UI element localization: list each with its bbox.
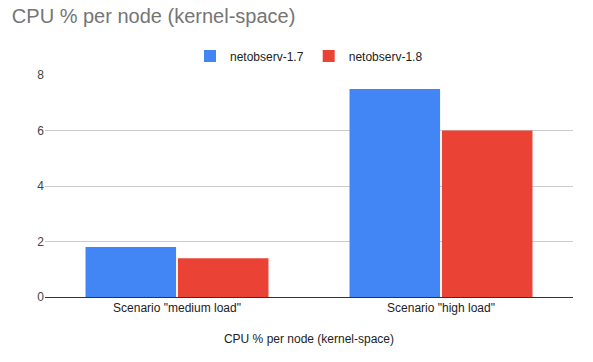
svg-text:4: 4 <box>37 179 44 193</box>
svg-text:Scenario "medium load": Scenario "medium load" <box>113 301 241 315</box>
svg-text:Scenario "high load": Scenario "high load" <box>387 301 495 315</box>
svg-text:netobserv-1.7: netobserv-1.7 <box>230 50 304 64</box>
svg-text:netobserv-1.8: netobserv-1.8 <box>349 50 423 64</box>
svg-text:CPU % per node (kernel-space): CPU % per node (kernel-space) <box>12 5 295 27</box>
svg-text:2: 2 <box>37 235 44 249</box>
svg-text:0: 0 <box>37 290 44 304</box>
svg-text:CPU % per node (kernel-space): CPU % per node (kernel-space) <box>224 332 394 346</box>
svg-text:6: 6 <box>37 124 44 138</box>
svg-text:8: 8 <box>37 68 44 82</box>
